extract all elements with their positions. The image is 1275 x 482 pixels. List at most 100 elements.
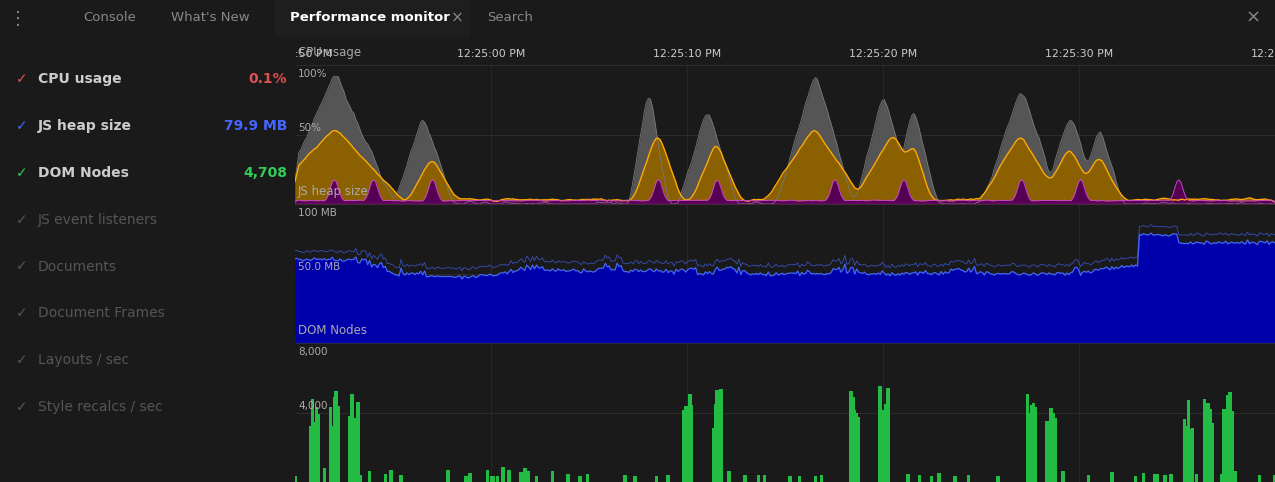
Text: What's New: What's New bbox=[171, 11, 250, 24]
Text: CPU usage: CPU usage bbox=[38, 72, 121, 86]
Bar bbox=[316, 414, 320, 482]
Bar bbox=[1031, 403, 1035, 482]
Bar bbox=[757, 475, 760, 482]
Bar bbox=[743, 475, 746, 482]
Bar bbox=[330, 427, 334, 482]
Bar bbox=[1034, 407, 1037, 482]
Bar bbox=[1188, 428, 1192, 482]
Bar bbox=[886, 388, 890, 482]
Text: ✓: ✓ bbox=[17, 119, 28, 133]
Bar bbox=[1047, 424, 1051, 482]
Bar bbox=[849, 391, 853, 482]
Text: Performance monitor: Performance monitor bbox=[289, 11, 450, 24]
Bar bbox=[850, 397, 854, 482]
Text: 100 MB: 100 MB bbox=[298, 208, 337, 218]
Text: Documents: Documents bbox=[38, 259, 117, 273]
Bar bbox=[1224, 410, 1228, 482]
Bar bbox=[1086, 475, 1090, 482]
Bar bbox=[1061, 471, 1065, 482]
Text: Document Frames: Document Frames bbox=[38, 307, 164, 321]
Text: JS heap size: JS heap size bbox=[298, 186, 368, 199]
Bar bbox=[954, 476, 956, 482]
Bar bbox=[1154, 474, 1156, 482]
Bar bbox=[275, 0, 470, 37]
Bar bbox=[551, 471, 555, 482]
Bar bbox=[399, 475, 403, 482]
Text: ✓: ✓ bbox=[17, 166, 28, 180]
Bar bbox=[682, 411, 686, 482]
Bar bbox=[490, 476, 493, 482]
Bar bbox=[996, 476, 1000, 482]
Bar bbox=[1052, 413, 1054, 482]
Bar bbox=[1234, 471, 1238, 482]
Text: 8,000: 8,000 bbox=[298, 347, 328, 357]
Bar bbox=[358, 475, 362, 482]
Bar bbox=[1169, 474, 1173, 482]
Bar bbox=[1111, 472, 1114, 482]
Bar bbox=[856, 413, 858, 482]
Bar bbox=[1030, 404, 1033, 482]
Text: DOM Nodes: DOM Nodes bbox=[298, 324, 367, 337]
Bar bbox=[519, 472, 523, 482]
Bar bbox=[1049, 408, 1053, 482]
Bar bbox=[446, 470, 450, 482]
Bar bbox=[334, 391, 338, 482]
Text: ✓: ✓ bbox=[17, 259, 28, 273]
Bar bbox=[1205, 420, 1207, 482]
Bar bbox=[523, 468, 527, 482]
Bar bbox=[857, 416, 861, 482]
Bar bbox=[1187, 400, 1191, 482]
Bar bbox=[798, 476, 802, 482]
Bar bbox=[762, 475, 766, 482]
Bar bbox=[384, 474, 388, 482]
Text: ×: × bbox=[1246, 9, 1261, 27]
Text: 50.0 MB: 50.0 MB bbox=[298, 262, 340, 272]
Bar bbox=[711, 428, 715, 482]
Bar bbox=[1227, 395, 1229, 482]
Bar bbox=[1163, 475, 1167, 482]
Bar bbox=[937, 473, 941, 482]
Bar bbox=[820, 475, 824, 482]
Bar bbox=[527, 471, 530, 482]
Bar bbox=[813, 476, 817, 482]
Bar bbox=[1191, 428, 1195, 482]
Bar bbox=[1202, 400, 1206, 482]
Bar bbox=[309, 426, 312, 482]
Bar bbox=[690, 405, 694, 482]
Bar bbox=[356, 402, 360, 482]
Text: ✓: ✓ bbox=[17, 72, 28, 86]
Bar bbox=[1141, 473, 1145, 482]
Text: ✓: ✓ bbox=[17, 400, 28, 414]
Bar bbox=[929, 476, 933, 482]
Text: ⋮: ⋮ bbox=[9, 10, 27, 27]
Text: Style recalcs / sec: Style recalcs / sec bbox=[38, 400, 163, 414]
Bar bbox=[1230, 412, 1233, 482]
Bar bbox=[293, 476, 297, 482]
Bar bbox=[501, 467, 505, 482]
Text: 12:25:00 PM: 12:25:00 PM bbox=[456, 49, 525, 59]
Bar bbox=[1257, 475, 1261, 482]
Text: ✓: ✓ bbox=[17, 307, 28, 321]
Bar bbox=[368, 471, 371, 482]
Bar bbox=[727, 471, 731, 482]
Bar bbox=[464, 476, 468, 482]
Bar bbox=[566, 474, 570, 482]
Text: JS heap size: JS heap size bbox=[38, 119, 133, 133]
Bar bbox=[1133, 476, 1137, 482]
Bar bbox=[496, 476, 499, 482]
Bar bbox=[468, 473, 472, 482]
Bar bbox=[507, 469, 511, 482]
Text: :50 PM: :50 PM bbox=[295, 49, 332, 59]
Bar bbox=[312, 422, 316, 482]
Bar bbox=[1209, 409, 1213, 482]
Bar bbox=[323, 469, 326, 482]
Text: DOM Nodes: DOM Nodes bbox=[38, 166, 129, 180]
Bar bbox=[715, 389, 719, 482]
Text: 4,000: 4,000 bbox=[298, 401, 328, 411]
Bar bbox=[534, 476, 538, 482]
Text: Search: Search bbox=[487, 11, 533, 24]
Bar bbox=[907, 474, 909, 482]
Text: Layouts / sec: Layouts / sec bbox=[38, 353, 129, 367]
Bar bbox=[667, 475, 669, 482]
Bar bbox=[1223, 409, 1225, 482]
